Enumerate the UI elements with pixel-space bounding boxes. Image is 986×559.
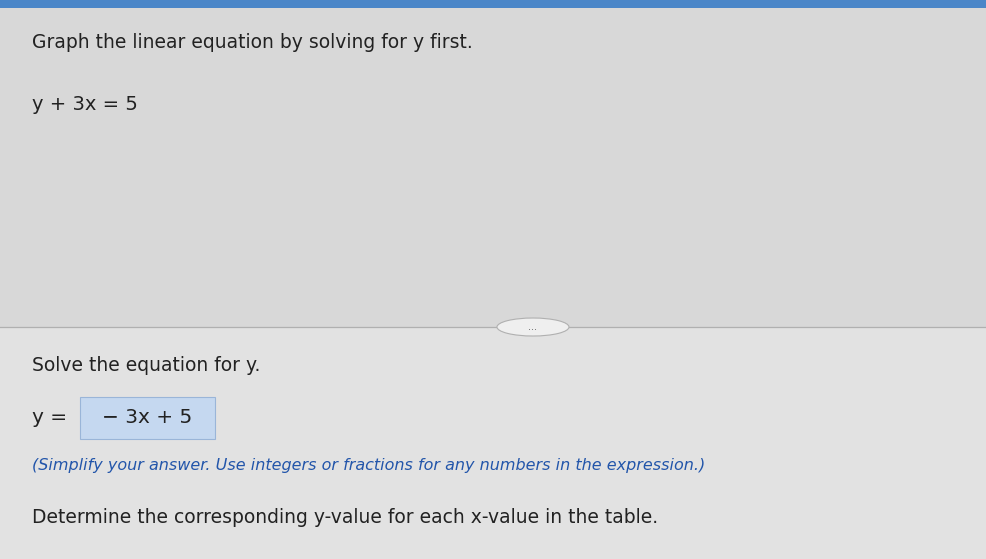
Text: Graph the linear equation by solving for y first.: Graph the linear equation by solving for… (32, 32, 472, 51)
Bar (0, 0, 986, 8)
Bar (0, 0, 986, 327)
Text: y =: y = (32, 408, 73, 427)
Bar (80, 397, 215, 439)
Ellipse shape (497, 318, 568, 336)
Text: (Simplify your answer. Use integers or fractions for any numbers in the expressi: (Simplify your answer. Use integers or f… (32, 457, 705, 472)
Text: y + 3x = 5: y + 3x = 5 (32, 96, 138, 115)
Text: ...: ... (528, 322, 537, 332)
Text: Solve the equation for y.: Solve the equation for y. (32, 356, 260, 375)
Text: − 3x + 5: − 3x + 5 (103, 408, 192, 427)
Text: Determine the corresponding y-value for each x-value in the table.: Determine the corresponding y-value for … (32, 508, 658, 527)
